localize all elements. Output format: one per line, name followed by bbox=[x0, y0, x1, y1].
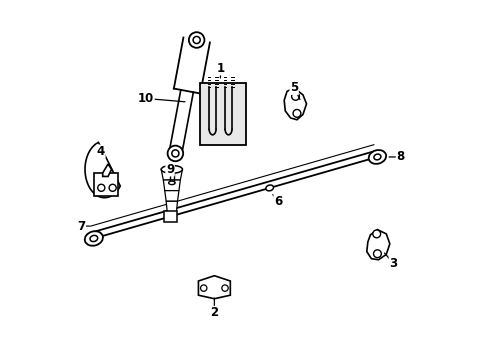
Text: 4: 4 bbox=[97, 145, 105, 158]
Polygon shape bbox=[284, 88, 306, 120]
Ellipse shape bbox=[373, 154, 380, 160]
Circle shape bbox=[188, 32, 204, 48]
Polygon shape bbox=[161, 169, 182, 180]
Text: 7: 7 bbox=[77, 220, 85, 233]
Polygon shape bbox=[85, 143, 120, 198]
Circle shape bbox=[193, 36, 200, 44]
Text: 5: 5 bbox=[289, 81, 298, 94]
Circle shape bbox=[200, 285, 206, 291]
Text: 8: 8 bbox=[395, 150, 404, 163]
Circle shape bbox=[167, 145, 183, 161]
Text: 1: 1 bbox=[216, 62, 224, 75]
Circle shape bbox=[98, 184, 104, 192]
Bar bbox=[163, 211, 177, 222]
Ellipse shape bbox=[265, 185, 273, 191]
Circle shape bbox=[372, 230, 380, 238]
Bar bbox=[200, 82, 246, 145]
Text: 3: 3 bbox=[388, 257, 397, 270]
Polygon shape bbox=[166, 201, 177, 212]
Circle shape bbox=[222, 285, 228, 291]
Circle shape bbox=[109, 184, 116, 192]
Ellipse shape bbox=[368, 150, 386, 164]
Polygon shape bbox=[366, 230, 389, 260]
Polygon shape bbox=[102, 164, 111, 176]
Polygon shape bbox=[163, 180, 180, 191]
Text: 6: 6 bbox=[273, 195, 282, 208]
Polygon shape bbox=[164, 191, 179, 201]
Ellipse shape bbox=[168, 181, 175, 185]
Bar bbox=[94, 173, 118, 196]
Text: 9: 9 bbox=[165, 163, 174, 176]
Circle shape bbox=[171, 150, 179, 157]
Circle shape bbox=[373, 250, 381, 258]
Ellipse shape bbox=[161, 166, 182, 173]
Circle shape bbox=[291, 93, 299, 100]
Text: 10: 10 bbox=[138, 92, 154, 105]
Ellipse shape bbox=[84, 231, 102, 246]
Ellipse shape bbox=[90, 235, 98, 242]
Polygon shape bbox=[198, 276, 230, 299]
Circle shape bbox=[292, 109, 300, 117]
Text: 2: 2 bbox=[210, 306, 218, 319]
